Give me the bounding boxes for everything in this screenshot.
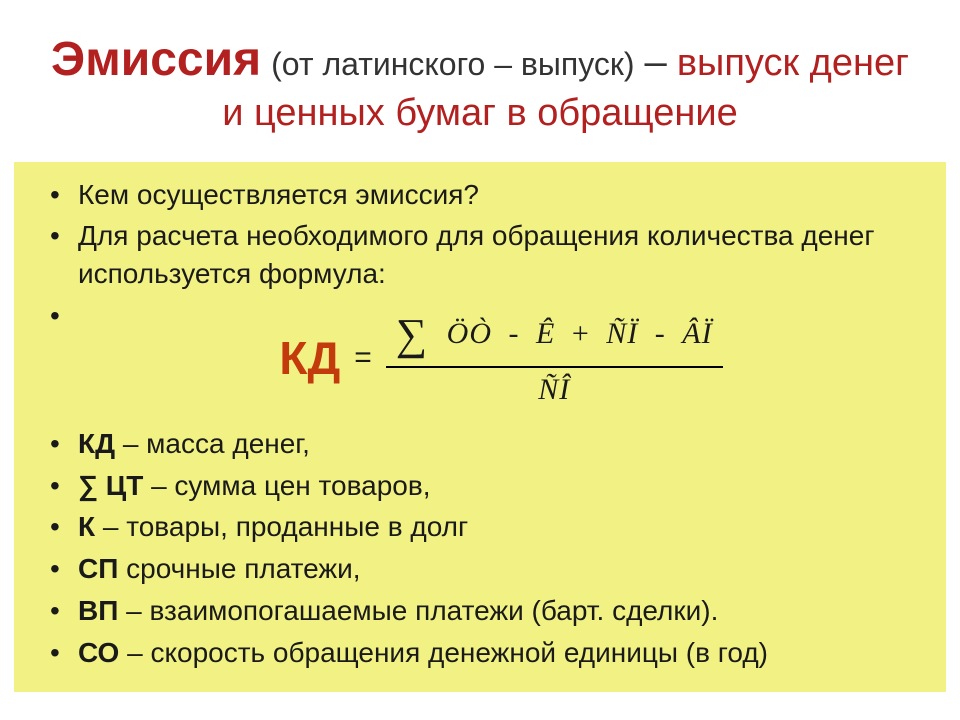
legend-so: СО – скорость обращения денежной единицы… [50, 634, 924, 672]
legend-vp: ВП – взаимопогашаемые платежи (барт. сде… [50, 592, 924, 630]
equals-sign: = [354, 338, 372, 379]
legend-vp-sym: ВП [78, 595, 118, 626]
legend-kd-sym: КД [78, 428, 115, 459]
bullet-list: Кем осуществляется эмиссия? Для расчета … [50, 176, 924, 672]
denominator: ÑÎ [528, 368, 580, 413]
plus-1: + [564, 317, 598, 350]
title-main: Эмиссия [51, 33, 261, 86]
legend-sp: СП срочные платежи, [50, 550, 924, 588]
legend-ct-sym: ∑ ЦТ [78, 470, 143, 501]
legend-vp-text: – взаимопогашаемые платежи (барт. сделки… [118, 595, 718, 626]
term-3: ÑÏ [606, 317, 638, 350]
bullet-question-2: Для расчета необходимого для обращения к… [50, 217, 924, 293]
legend-ct: ∑ ЦТ – сумма цен товаров, [50, 467, 924, 505]
numerator: ∑ ÖÒ - Ê + ÑÏ - ÂÏ [386, 303, 723, 366]
bullet-formula: КД = ∑ ÖÒ - Ê + ÑÏ - ÂÏ [50, 297, 924, 421]
legend-sp-sym: СП [78, 553, 118, 584]
minus-2: - [647, 317, 674, 350]
minus-1: - [501, 317, 528, 350]
title-line: Эмиссия (от латинского – выпуск) – выпус… [40, 30, 920, 138]
slide-title: Эмиссия (от латинского – выпуск) – выпус… [0, 0, 960, 154]
term-2: Ê [536, 317, 555, 350]
slide: Эмиссия (от латинского – выпуск) – выпус… [0, 0, 960, 720]
legend-so-text: – скорость обращения денежной единицы (в… [119, 637, 768, 668]
legend-k-sym: К [78, 511, 95, 542]
formula: КД = ∑ ÖÒ - Ê + ÑÏ - ÂÏ [78, 297, 924, 421]
title-dash: – [645, 40, 667, 84]
fraction: ∑ ÖÒ - Ê + ÑÏ - ÂÏ ÑÎ [386, 303, 723, 413]
legend-ct-text: – сумма цен товаров, [143, 470, 430, 501]
legend-kd: КД – масса денег, [50, 425, 924, 463]
legend-k-text: – товары, проданные в долг [95, 511, 468, 542]
legend-so-sym: СО [78, 637, 119, 668]
formula-lhs: КД [279, 327, 340, 389]
legend-kd-text: – масса денег, [115, 428, 310, 459]
bullet-question-1: Кем осуществляется эмиссия? [50, 176, 924, 214]
content-box: Кем осуществляется эмиссия? Для расчета … [14, 162, 946, 692]
sigma-symbol: ∑ [396, 310, 438, 359]
term-1: ÖÒ [447, 317, 492, 350]
legend-k: К – товары, проданные в долг [50, 508, 924, 546]
legend-sp-text: срочные платежи, [118, 553, 360, 584]
title-paren: (от латинского – выпуск) [271, 46, 634, 82]
term-4: ÂÏ [682, 317, 712, 350]
